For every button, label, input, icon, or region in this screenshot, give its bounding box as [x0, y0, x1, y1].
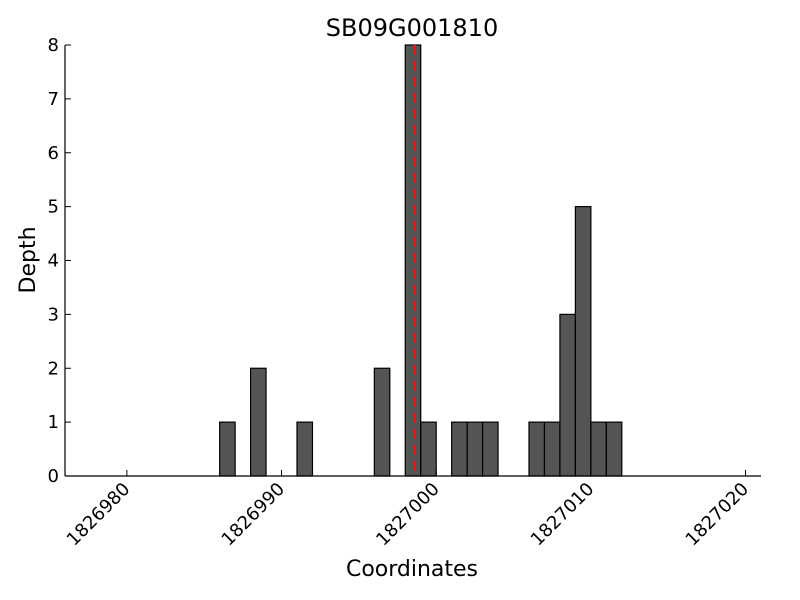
y-tick-label-0: 0	[48, 466, 59, 487]
bar-group	[219, 44, 623, 477]
y-tick-label-3: 3	[48, 304, 59, 325]
y-tick-label-7: 7	[48, 89, 59, 110]
y-tick-label-8: 8	[48, 35, 59, 56]
bar-1827003	[482, 421, 499, 477]
x-tick-label-1826990: 1826990	[218, 479, 290, 551]
bar-1827002	[466, 421, 484, 477]
bar-1827011	[605, 421, 623, 477]
x-tick-label-1827020: 1827020	[682, 479, 754, 551]
bar-1826996	[373, 367, 391, 477]
bar-1826999	[420, 421, 437, 477]
bar-1826988	[250, 367, 267, 477]
y-tick-label-4: 4	[48, 251, 59, 272]
bar-1827007	[543, 421, 561, 477]
bar-1827008	[559, 313, 577, 477]
bar-1827009	[574, 206, 592, 477]
x-axis-label: Coordinates	[346, 557, 478, 582]
bar-1826991	[296, 421, 314, 477]
x-tick-label-1827010: 1827010	[527, 479, 599, 551]
y-axis-label: Depth	[16, 226, 41, 293]
y-tick-label-2: 2	[48, 358, 59, 379]
x-tick-label-1827000: 1827000	[372, 479, 444, 551]
bar-1827010	[590, 421, 607, 477]
chart-title: SB09G001810	[326, 14, 498, 42]
x-tick-label-1826980: 1826980	[63, 479, 135, 551]
y-tick-label-1: 1	[48, 412, 59, 433]
y-tick-label-5: 5	[48, 197, 59, 218]
bar-1826986	[219, 421, 236, 477]
bar-1827006	[528, 421, 546, 477]
bar-1826998	[404, 44, 422, 477]
bar-1827001	[451, 421, 468, 477]
y-axis-ticks: 0 1 2 3 4 5 6 7 8	[48, 35, 71, 487]
x-axis-ticks: 1826980 1826990 1827000 1827010 1827020	[63, 470, 753, 550]
y-tick-label-6: 6	[48, 143, 59, 164]
